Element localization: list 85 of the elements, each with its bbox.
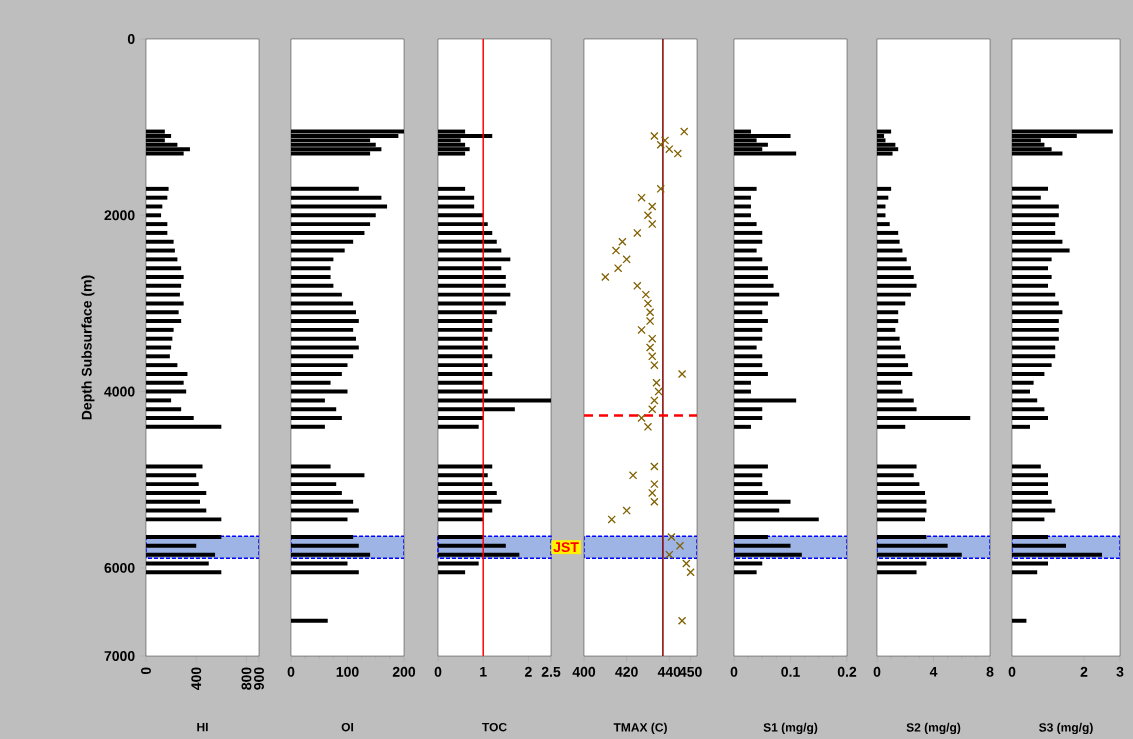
point [677,369,687,379]
point [641,290,651,299]
point [665,550,674,559]
point [645,316,655,326]
x-axis-title: S3 (mg/g) [1039,722,1093,735]
point [618,237,627,246]
x-tick-label: 0 [141,667,151,675]
point [675,541,685,551]
point [650,360,659,370]
x-tick-label: 8 [986,666,994,677]
x-tick-label: 0.1 [781,666,800,677]
point [622,255,631,264]
x-tick-label: 400 [572,666,596,677]
x-tick-label: 1 [480,666,487,677]
x-tick-label: 400 [191,667,202,691]
point [645,343,655,352]
point [601,272,610,282]
point [643,211,653,220]
point [673,149,683,158]
y-tick-label: 6000 [104,562,135,573]
x-tick-label: 0 [873,666,881,677]
point [660,136,670,145]
point [650,462,659,471]
point [643,422,653,432]
point [677,616,687,625]
point [682,559,691,568]
x-axis-title: S1 (mg/g) [763,722,818,735]
x-tick-label: 440 [657,666,681,677]
point [648,334,657,343]
point [628,471,638,480]
point [656,140,665,149]
point [648,219,657,229]
x-tick-label: 0 [1008,666,1016,677]
x-tick-label: 420 [615,666,638,677]
y-tick-label: 7000 [104,651,135,661]
point [656,184,665,194]
point [667,532,676,542]
point [633,281,642,290]
x-axis-title: TOC [482,722,507,732]
point [611,246,621,255]
point [648,405,657,414]
point [654,387,663,396]
x-tick-label: 800 [241,667,252,690]
point [645,308,655,317]
x-tick-label: 2 [1080,666,1088,677]
x-tick-label: 0 [287,666,295,677]
point [648,352,657,361]
point [633,228,642,238]
x-tick-label: 2 [525,666,532,677]
x-tick-label: 2.5 [541,666,561,677]
point [652,378,661,387]
point [680,127,689,136]
x-tick-label: 0 [434,666,442,677]
point [650,396,659,405]
point [613,263,623,273]
point [650,131,659,141]
x-tick-label: 3 [1116,666,1124,677]
x-axis-title: HI [197,722,208,732]
x-tick-label: 200 [392,666,416,677]
x-tick-label: 0.2 [837,666,857,677]
point [648,202,657,211]
point [648,488,657,498]
point [650,497,659,506]
point [637,193,646,202]
x-axis-title: TMAX (C) [613,722,667,735]
x-axis-title: S2 (mg/g) [906,722,961,735]
y-tick-label: 2000 [104,210,135,221]
x-tick-label: 100 [336,666,359,677]
x-tick-label: 4 [929,666,938,677]
y-axis-title: Depth Subsurface (m) [81,275,95,420]
x-tick-label: 0 [730,666,738,677]
point [650,479,659,489]
y-tick-label: 4000 [104,386,135,397]
y-tick-label: 0 [127,34,135,44]
point [643,299,653,308]
x-axis-title: OI [341,722,354,732]
point [637,325,646,335]
x-tick-label: 900 [254,667,264,690]
band-label: JST [553,542,579,553]
x-tick-label: 450 [679,666,702,677]
point [637,413,646,423]
point [607,515,616,524]
point [686,568,695,577]
point [665,145,674,154]
point [622,506,631,515]
